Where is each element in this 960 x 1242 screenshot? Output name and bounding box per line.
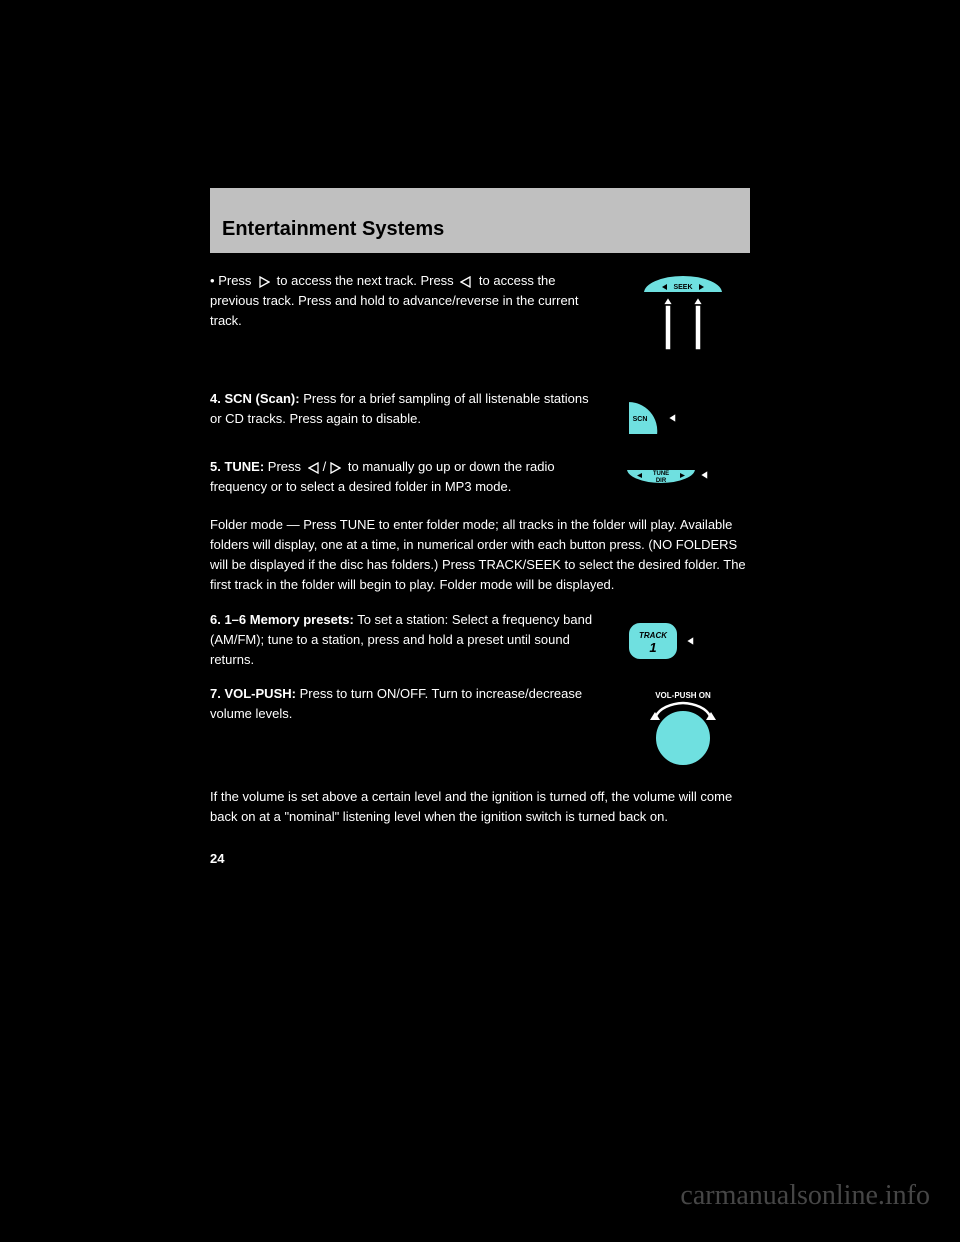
- preset-section: 6. 1–6 Memory presets: To set a station:…: [210, 610, 750, 670]
- scn-section: 4. SCN (Scan): Press for a brief samplin…: [210, 389, 750, 443]
- vol-section: 7. VOL-PUSH: Press to turn ON/OFF. Turn …: [210, 684, 750, 773]
- seek-icon-col: SEEK: [615, 271, 750, 375]
- speed-note: If the volume is set above a certain lev…: [210, 787, 750, 827]
- scn-button-icon: SCN: [618, 393, 748, 443]
- vol-text: 7. VOL-PUSH: Press to turn ON/OFF. Turn …: [210, 684, 601, 724]
- triangle-left-icon: [460, 276, 472, 288]
- seek-section: • Press to access the next track. Press …: [210, 271, 750, 375]
- svg-text:TRACK: TRACK: [639, 631, 668, 640]
- folder-note: Folder mode — Press TUNE to enter folder…: [210, 515, 750, 596]
- svg-text:DIR: DIR: [655, 478, 666, 484]
- svg-text:SCN: SCN: [632, 416, 647, 423]
- tune-text: 5. TUNE: Press / to manually go up or do…: [210, 457, 601, 497]
- scn-icon-col: SCN: [615, 389, 750, 443]
- preset-text: 6. 1–6 Memory presets: To set a station:…: [210, 610, 601, 670]
- triangle-right-icon: [258, 276, 270, 288]
- seek-button-icon: SEEK: [628, 275, 738, 375]
- vol-icon-col: VOL-PUSH ON: [615, 684, 750, 773]
- page-number: 24: [210, 851, 750, 866]
- scn-text: 4. SCN (Scan): Press for a brief samplin…: [210, 389, 601, 429]
- seek-text: • Press to access the next track. Press …: [210, 271, 601, 331]
- header-band: Entertainment Systems: [210, 188, 750, 253]
- track-button-icon: TRACK 1: [618, 614, 748, 669]
- svg-text:1: 1: [649, 640, 656, 655]
- tune-section: 5. TUNE: Press / to manually go up or do…: [210, 457, 750, 501]
- preset-icon-col: TRACK 1: [615, 610, 750, 669]
- triangle-left-icon: [308, 462, 320, 474]
- svg-text:VOL-PUSH ON: VOL-PUSH ON: [655, 691, 711, 700]
- watermark: carmanualsonline.info: [680, 1180, 930, 1212]
- tune-button-icon: TUNE DIR: [618, 461, 748, 501]
- tune-icon-col: TUNE DIR: [615, 457, 750, 501]
- triangle-right-icon: [329, 462, 341, 474]
- svg-text:TUNE: TUNE: [652, 471, 668, 477]
- page-title: Entertainment Systems: [222, 218, 738, 241]
- manual-page: Entertainment Systems • Press to access …: [210, 188, 750, 866]
- seek-label: SEEK: [673, 284, 692, 291]
- vol-knob-icon: VOL-PUSH ON: [628, 688, 738, 773]
